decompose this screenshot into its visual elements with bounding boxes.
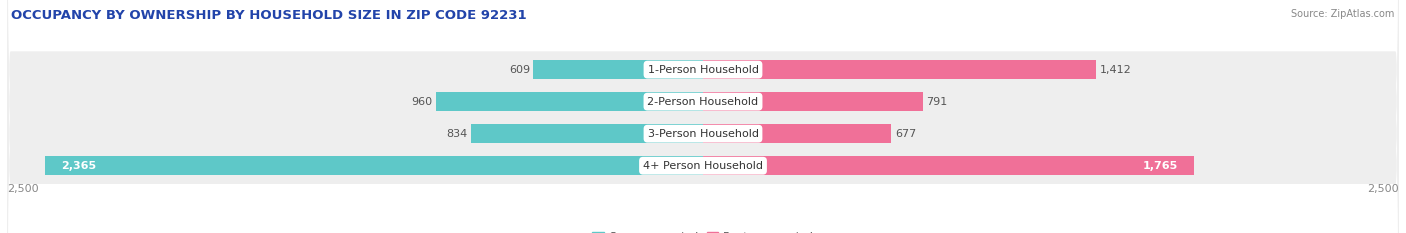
Bar (436, 92, 703, 111)
Text: OCCUPANCY BY OWNERSHIP BY HOUSEHOLD SIZE IN ZIP CODE 92231: OCCUPANCY BY OWNERSHIP BY HOUSEHOLD SIZE… (11, 9, 527, 22)
FancyBboxPatch shape (7, 0, 1399, 233)
Bar (533, 60, 703, 79)
FancyBboxPatch shape (7, 0, 1399, 233)
Text: 2,365: 2,365 (62, 161, 97, 171)
Text: 1,412: 1,412 (1099, 65, 1132, 75)
FancyBboxPatch shape (7, 0, 1399, 233)
Bar (471, 124, 703, 143)
Bar (703, 92, 924, 111)
Text: 2,500: 2,500 (7, 184, 38, 194)
Text: 1,765: 1,765 (1143, 161, 1178, 171)
Text: 609: 609 (509, 65, 530, 75)
Text: 2-Person Household: 2-Person Household (647, 97, 759, 107)
FancyBboxPatch shape (7, 0, 1399, 233)
Text: 834: 834 (446, 129, 467, 139)
Bar (45, 156, 703, 175)
Text: 3-Person Household: 3-Person Household (648, 129, 758, 139)
Bar (703, 124, 891, 143)
Text: 791: 791 (927, 97, 948, 107)
Text: 677: 677 (894, 129, 917, 139)
Bar (703, 60, 1097, 79)
Text: 2,500: 2,500 (1368, 184, 1399, 194)
Text: 1-Person Household: 1-Person Household (648, 65, 758, 75)
Text: 4+ Person Household: 4+ Person Household (643, 161, 763, 171)
Text: Source: ZipAtlas.com: Source: ZipAtlas.com (1291, 9, 1395, 19)
Bar (703, 156, 1194, 175)
Legend: Owner-occupied, Renter-occupied: Owner-occupied, Renter-occupied (588, 227, 818, 233)
Text: 960: 960 (412, 97, 433, 107)
